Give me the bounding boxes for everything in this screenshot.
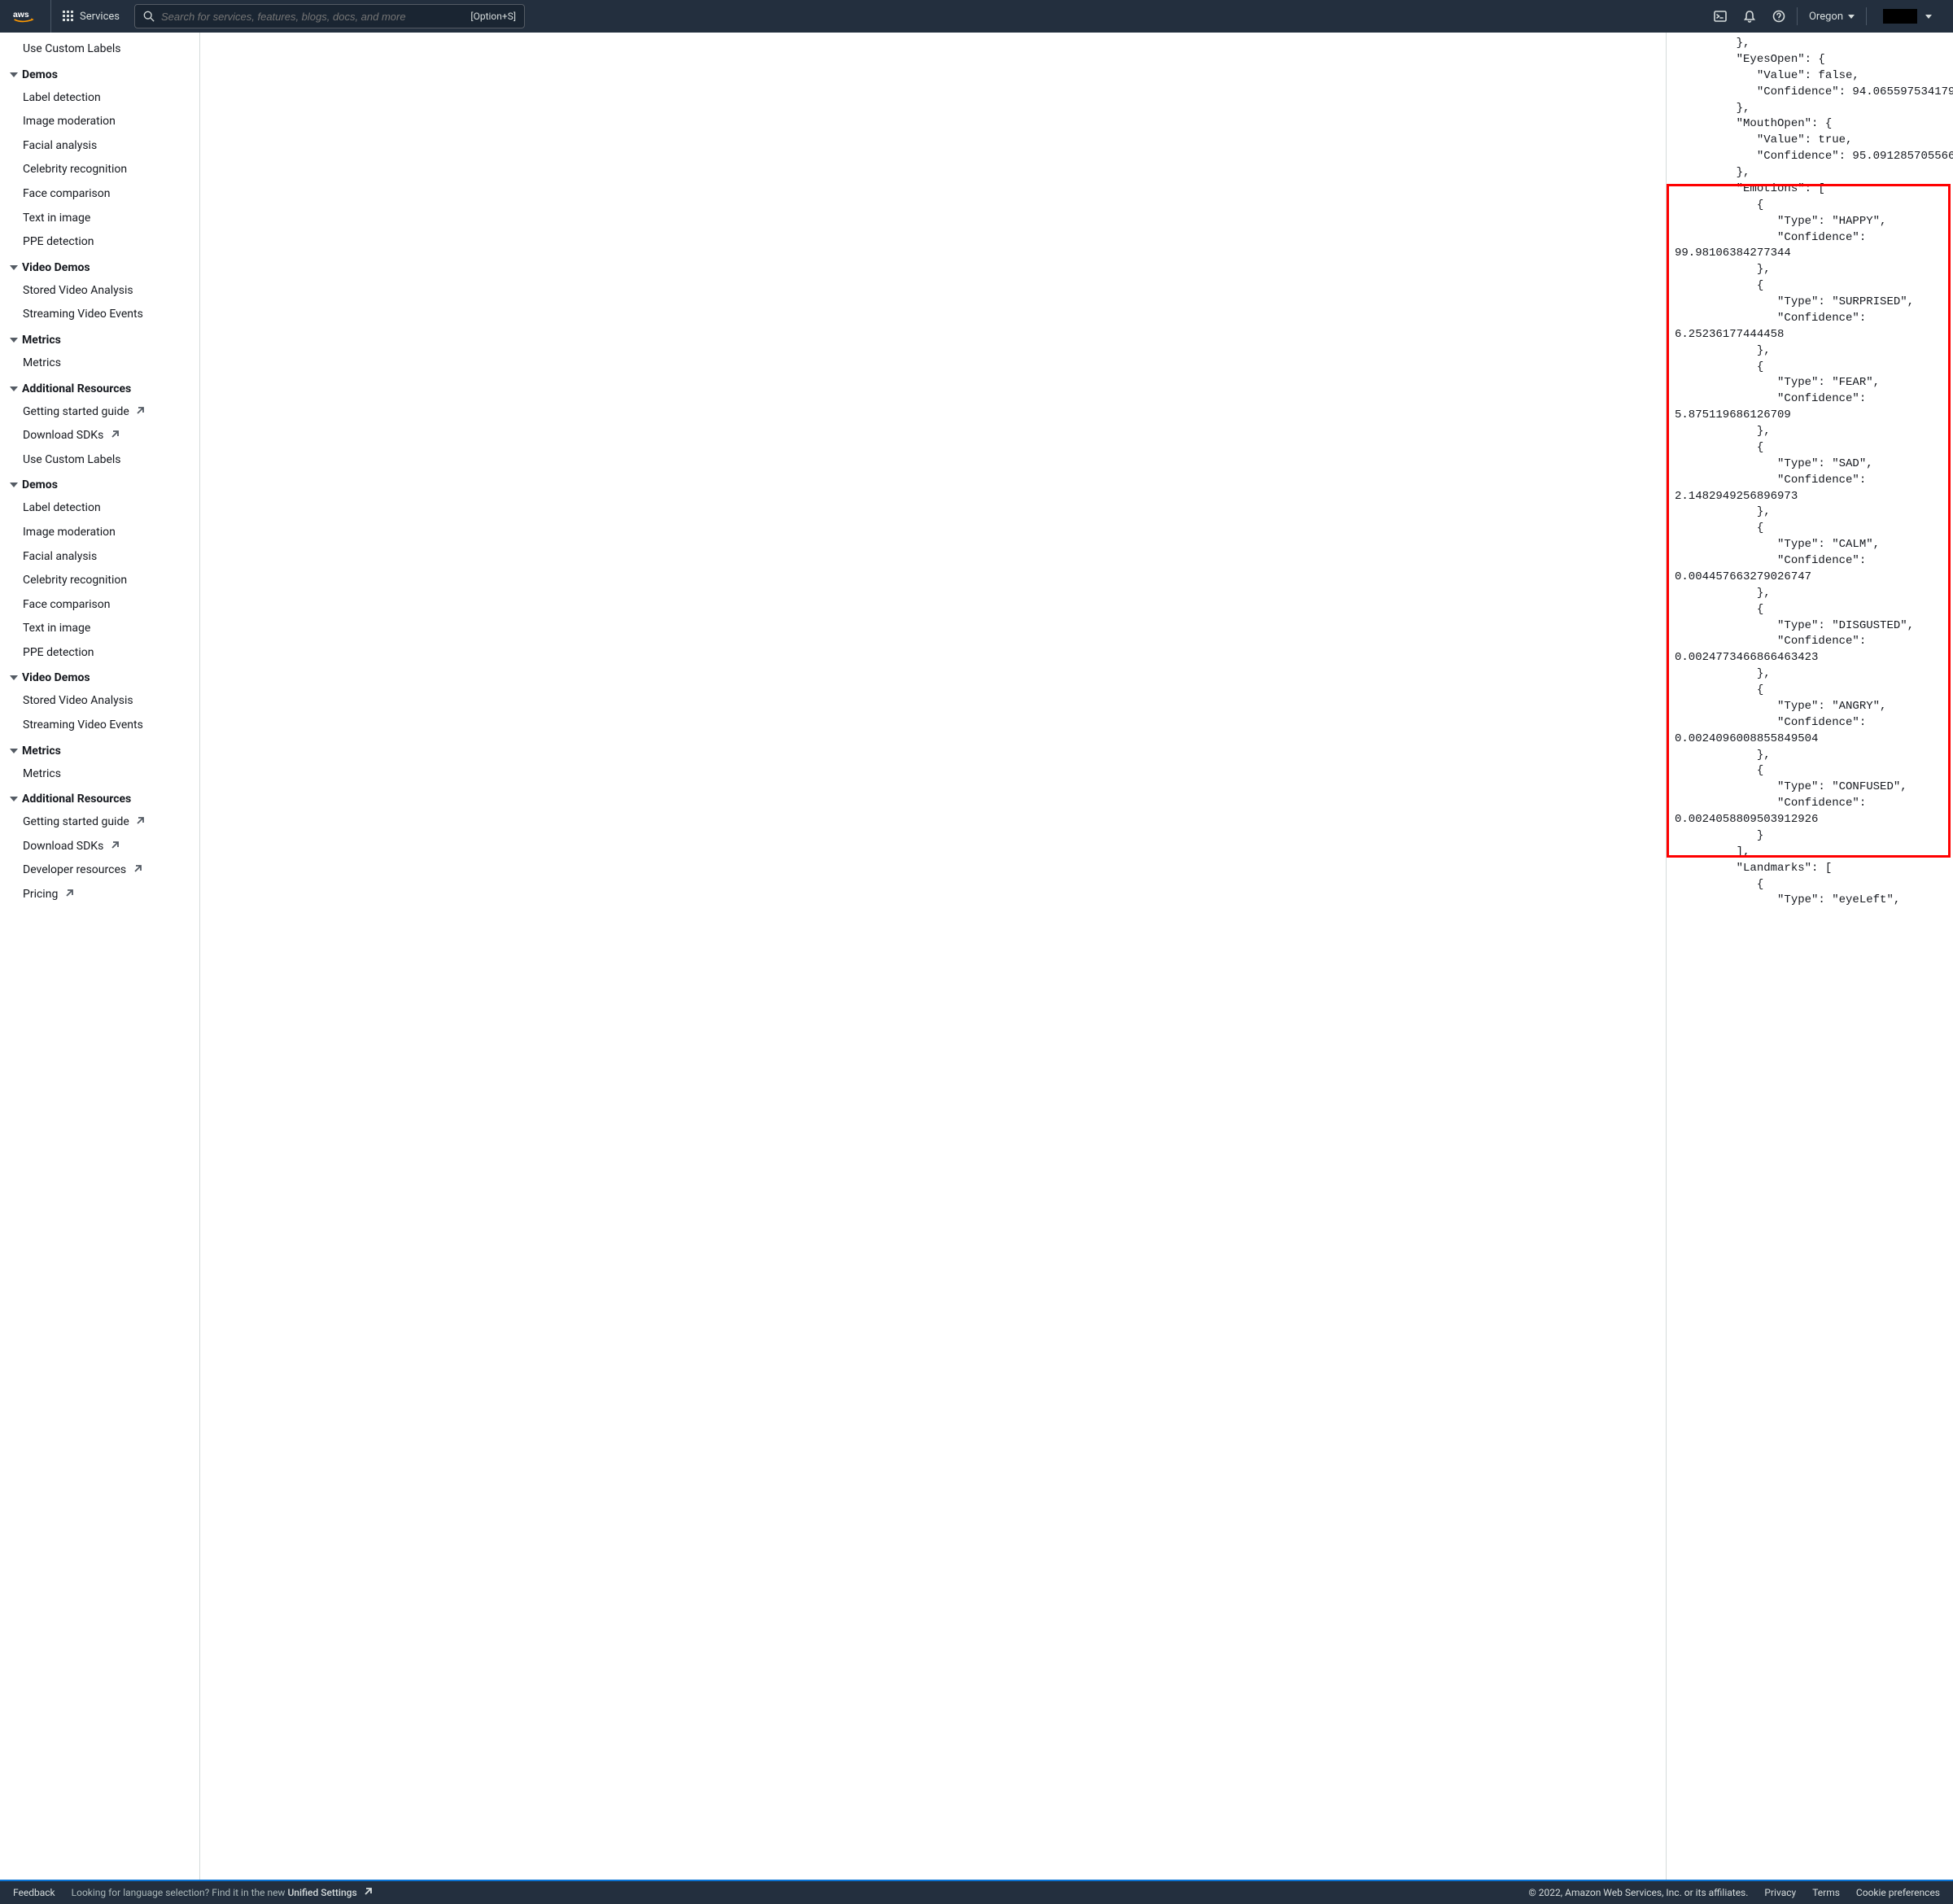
services-button[interactable]: Services (51, 11, 131, 23)
sidebar-item[interactable]: Streaming Video Events (0, 303, 199, 327)
search-input[interactable] (161, 11, 470, 23)
sidebar-item[interactable]: Face comparison (0, 182, 199, 207)
services-label: Services (80, 11, 120, 23)
sidebar-item[interactable]: Getting started guide (0, 400, 199, 425)
sidebar-section-title: Video Demos (22, 261, 90, 274)
topnav-divider (1866, 7, 1867, 25)
sidebar-item[interactable]: Streaming Video Events (0, 714, 199, 738)
collapse-triangle-icon (10, 797, 18, 801)
footer: Feedback Looking for language selection?… (0, 1880, 1953, 1904)
collapse-triangle-icon (10, 749, 18, 753)
sidebar-item[interactable]: Download SDKs (0, 835, 199, 859)
topnav-right-group: Oregon (1706, 0, 1940, 33)
sidebar-item[interactable]: Download SDKs (0, 424, 199, 448)
sidebar-section-title: Metrics (22, 334, 61, 347)
account-name-redacted (1883, 9, 1917, 24)
sidebar-item[interactable]: Metrics (0, 762, 199, 787)
notifications-icon[interactable] (1735, 10, 1764, 23)
sidebar[interactable]: Use Custom LabelsDemosLabel detectionIma… (0, 33, 200, 1880)
sidebar-section-title: Metrics (22, 745, 61, 758)
sidebar-item[interactable]: Face comparison (0, 593, 199, 618)
services-grid-icon (63, 11, 74, 22)
cookie-preferences-link[interactable]: Cookie preferences (1856, 1887, 1940, 1898)
sidebar-section-header[interactable]: Additional Resources (0, 786, 199, 810)
svg-text:aws: aws (13, 11, 29, 20)
sidebar-item[interactable]: Facial analysis (0, 134, 199, 159)
region-selector[interactable]: Oregon (1801, 11, 1863, 23)
chevron-down-icon (1848, 15, 1855, 19)
topnav-divider (1797, 7, 1798, 25)
sidebar-item[interactable]: Text in image (0, 207, 199, 231)
external-link-icon (133, 863, 142, 873)
sidebar-section-header[interactable]: Video Demos (0, 255, 199, 279)
sidebar-item[interactable]: Label detection (0, 86, 199, 111)
collapse-triangle-icon (10, 265, 18, 270)
sidebar-item[interactable]: Label detection (0, 496, 199, 521)
feedback-link[interactable]: Feedback (13, 1887, 55, 1898)
search-shortcut-label: [Option+S] (470, 11, 516, 22)
collapse-triangle-icon (10, 72, 18, 77)
json-output: }, "EyesOpen": { "Value": false, "Confid… (1667, 33, 1953, 917)
collapse-triangle-icon (10, 386, 18, 391)
collapse-triangle-icon (10, 675, 18, 680)
sidebar-section-title: Additional Resources (22, 793, 131, 806)
sidebar-item[interactable]: Getting started guide (0, 810, 199, 835)
sidebar-section-header[interactable]: Demos (0, 62, 199, 86)
chevron-down-icon (1925, 15, 1932, 19)
footer-copyright: © 2022, Amazon Web Services, Inc. or its… (1528, 1887, 1748, 1898)
sidebar-section-title: Additional Resources (22, 382, 131, 395)
sidebar-item[interactable]: Celebrity recognition (0, 158, 199, 182)
external-link-icon (110, 429, 120, 439)
sidebar-item[interactable]: Facial analysis (0, 545, 199, 570)
terms-link[interactable]: Terms (1812, 1887, 1840, 1898)
sidebar-item[interactable]: Stored Video Analysis (0, 689, 199, 714)
external-link-icon (64, 888, 74, 897)
sidebar-section-header[interactable]: Metrics (0, 738, 199, 762)
sidebar-item[interactable]: Celebrity recognition (0, 569, 199, 593)
sidebar-item[interactable]: Pricing (0, 883, 199, 907)
collapse-triangle-icon (10, 483, 18, 487)
privacy-link[interactable]: Privacy (1764, 1887, 1796, 1898)
sidebar-item[interactable]: PPE detection (0, 641, 199, 666)
collapse-triangle-icon (10, 338, 18, 343)
sidebar-section-title: Video Demos (22, 671, 90, 684)
sidebar-item[interactable]: Image moderation (0, 110, 199, 134)
sidebar-item[interactable]: Text in image (0, 617, 199, 641)
search-box[interactable]: [Option+S] (134, 4, 525, 28)
search-icon (143, 11, 155, 22)
sidebar-section-title: Demos (22, 478, 58, 491)
external-link-icon (135, 405, 145, 415)
sidebar-section-header[interactable]: Additional Resources (0, 376, 199, 400)
aws-logo[interactable]: aws (13, 0, 51, 33)
sidebar-section-header[interactable]: Demos (0, 472, 199, 496)
footer-hint: Looking for language selection? Find it … (72, 1887, 373, 1898)
sidebar-item[interactable]: PPE detection (0, 230, 199, 255)
region-label: Oregon (1809, 11, 1843, 23)
sidebar-section-title: Demos (22, 68, 58, 81)
top-navigation: aws Services [Option+S] Oregon (0, 0, 1953, 33)
content-middle-pane (200, 33, 1667, 1880)
json-response-pane[interactable]: }, "EyesOpen": { "Value": false, "Confid… (1667, 33, 1953, 1880)
sidebar-item[interactable]: Stored Video Analysis (0, 279, 199, 304)
sidebar-section-header[interactable]: Video Demos (0, 665, 199, 689)
sidebar-item[interactable]: Use Custom Labels (0, 448, 199, 473)
cloudshell-icon[interactable] (1706, 10, 1735, 23)
account-menu[interactable] (1870, 9, 1940, 24)
sidebar-item[interactable]: Metrics (0, 352, 199, 376)
external-link-icon (135, 815, 145, 825)
external-link-icon (110, 840, 120, 849)
help-icon[interactable] (1764, 10, 1794, 23)
sidebar-item[interactable]: Use Custom Labels (0, 37, 199, 62)
sidebar-section-header[interactable]: Metrics (0, 327, 199, 352)
main-layout: Use Custom LabelsDemosLabel detectionIma… (0, 33, 1953, 1880)
unified-settings-link[interactable]: Unified Settings (287, 1887, 372, 1898)
sidebar-item[interactable]: Developer resources (0, 858, 199, 883)
sidebar-item[interactable]: Image moderation (0, 521, 199, 545)
